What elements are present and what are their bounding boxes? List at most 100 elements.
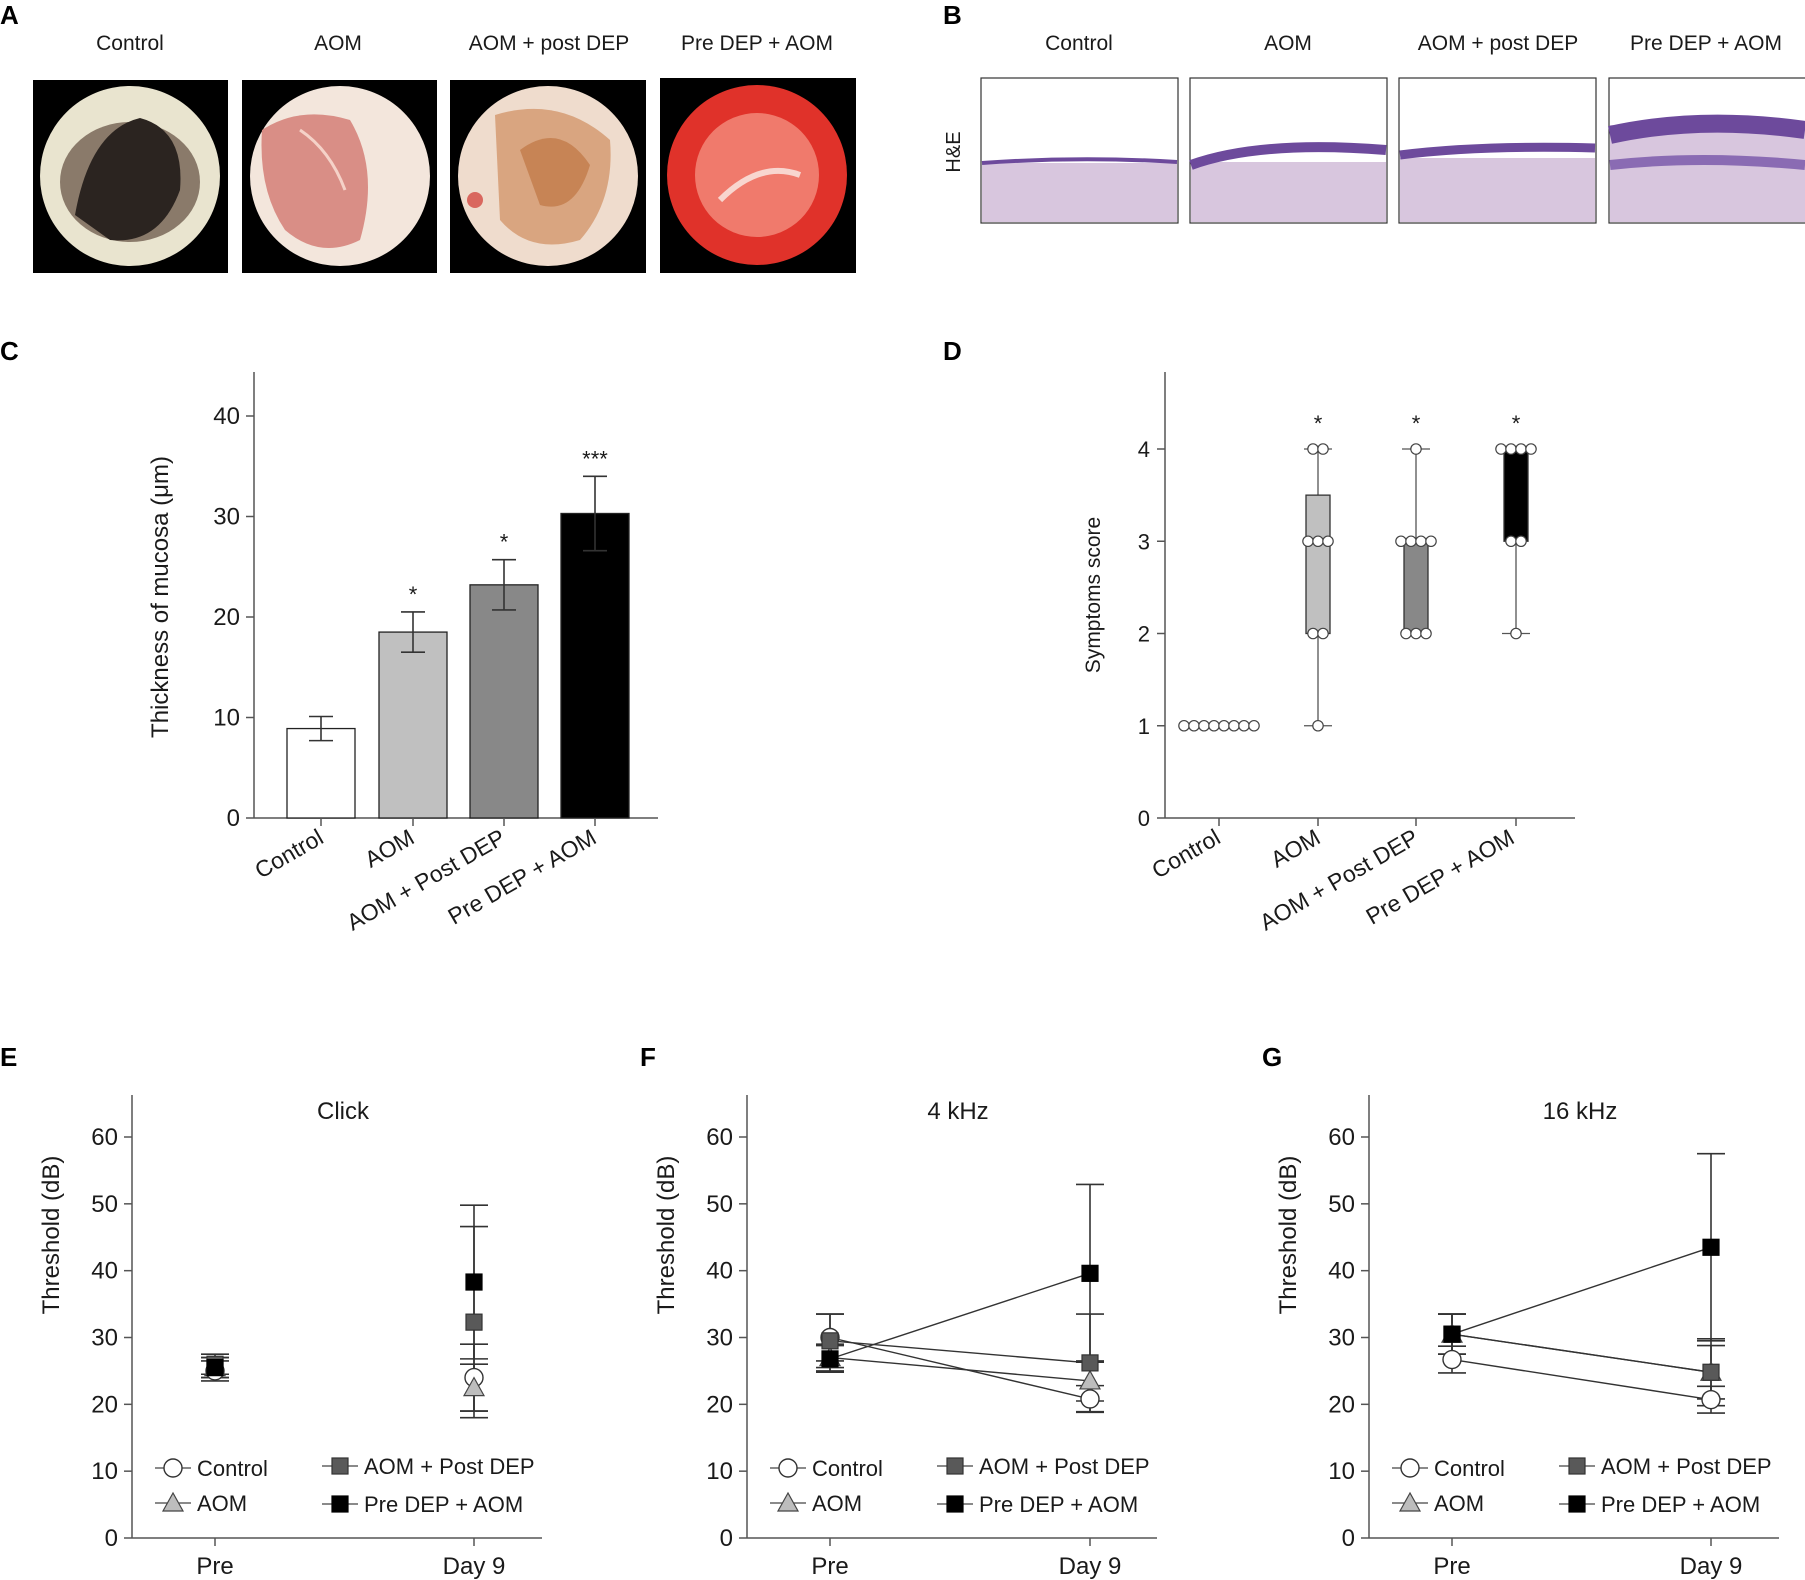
data-point-aom-post-dep	[1420, 627, 1432, 640]
chart-e-point-aom	[462, 1376, 486, 1397]
panel-label-c: C	[0, 336, 19, 366]
bar-aom-post-dep	[469, 584, 539, 819]
chart-e-legend: Control AOM AOM + Post DEP Pre DEP + AOM	[197, 1454, 535, 1517]
chart-e-point-pre-dep-aom	[465, 1273, 483, 1291]
significance-pre-dep-aom: *	[1512, 411, 1521, 436]
chart-d-xtick-control: Control	[1147, 824, 1224, 884]
chart-g-ytick-label: 40	[1328, 1258, 1355, 1285]
chart-f-point-aom	[1078, 1369, 1102, 1390]
chart-g-series-line-control	[1451, 1358, 1712, 1401]
chart-f-legend-marker-aom	[776, 1491, 800, 1512]
chart-e-ytick-label: 40	[91, 1258, 118, 1285]
panel-label-f: F	[640, 1042, 656, 1072]
chart-e-legend-pre-dep-aom: Pre DEP + AOM	[364, 1492, 523, 1517]
significance-pre-dep-aom: ***	[582, 446, 608, 471]
data-point-aom-post-dep	[1425, 535, 1437, 548]
chart-e-legend-marker-aom-post-dep	[331, 1457, 349, 1475]
chart-e-y-label: Threshold (dB)	[38, 1156, 65, 1315]
chart-f-series-line-pre-dep-aom	[829, 1272, 1091, 1360]
chart-g-series-line-pre-dep-aom	[1451, 1246, 1712, 1335]
chart-f-legend-pre-dep-aom: Pre DEP + AOM	[979, 1492, 1138, 1517]
panel-label-b: B	[943, 0, 962, 30]
chart-f-point-control	[1080, 1389, 1100, 1409]
panel-b-header-pre-dep-aom: Pre DEP + AOM	[1630, 32, 1782, 55]
chart-e-ytick-label: 60	[91, 1124, 118, 1151]
chart-d-ytick-label: 1	[1138, 714, 1150, 739]
stain-label: H&E	[943, 131, 965, 172]
chart-f-series-line-aom-post-dep	[829, 1340, 1091, 1364]
chart-f-point-pre-dep-aom	[821, 1350, 839, 1368]
histology-pre-dep-aom-image	[1608, 77, 1805, 224]
histology-aom-image	[1189, 77, 1388, 224]
chart-g-series-line-aom-post-dep	[1451, 1333, 1712, 1373]
chart-c-ytick-label: 30	[213, 504, 240, 531]
chart-e-legend-control: Control	[197, 1456, 268, 1481]
panel-b: Control AOM AOM + post DEP Pre DEP + AOM…	[943, 32, 1805, 224]
chart-g-legend-marker-pre-dep-aom	[1568, 1495, 1586, 1513]
chart-g-legend: Control AOM AOM + Post DEP Pre DEP + AOM	[1434, 1454, 1772, 1517]
chart-f-y-label: Threshold (dB)	[653, 1156, 680, 1315]
chart-d-xtick-aom-post-dep: AOM + Post DEP	[1255, 824, 1422, 936]
chart-f-series-line-aom	[829, 1356, 1091, 1382]
chart-e-xtick-pre: Pre	[196, 1553, 233, 1580]
chart-e-ytick-label: 50	[91, 1191, 118, 1218]
chart-g-legend-marker-aom	[1398, 1491, 1422, 1512]
data-point-pre-dep-aom	[1515, 443, 1527, 455]
chart-g-legend-aom-post-dep: AOM + Post DEP	[1601, 1454, 1772, 1479]
data-point-aom-post-dep	[1400, 627, 1412, 640]
bar-aom	[378, 631, 448, 819]
chart-f-legend-marker-aom-post-dep	[946, 1457, 964, 1475]
histology-control-image	[980, 77, 1179, 224]
chart-f-ytick-label: 30	[706, 1325, 733, 1352]
chart-g-legend-control: Control	[1434, 1456, 1505, 1481]
data-point-aom	[1307, 627, 1319, 640]
histology-aom-post-dep-image	[1398, 77, 1597, 224]
chart-d-y-label: Symptoms score	[1082, 517, 1105, 673]
chart-c-xtick-pre-dep-aom: Pre DEP + AOM	[443, 824, 600, 930]
data-point-aom-post-dep	[1395, 535, 1407, 548]
chart-f-legend: Control AOM AOM + Post DEP Pre DEP + AOM	[812, 1454, 1150, 1517]
chart-d-xtick-aom: AOM	[1266, 824, 1324, 873]
chart-g-point-control	[1442, 1349, 1462, 1370]
chart-g-point-aom-post-dep	[1702, 1363, 1720, 1381]
chart-f-point-aom-post-dep	[1081, 1354, 1099, 1372]
chart-e-point-aom-post-dep	[465, 1313, 483, 1331]
data-point-pre-dep-aom	[1510, 627, 1522, 640]
chart-c-ytick-label: 10	[213, 705, 240, 732]
chart-d-ytick-label: 2	[1138, 622, 1150, 647]
bar-control	[286, 727, 356, 819]
data-point-pre-dep-aom	[1505, 535, 1517, 548]
panel-b-header-aom-post-dep: AOM + post DEP	[1418, 32, 1578, 55]
chart-f-legend-aom-post-dep: AOM + Post DEP	[979, 1454, 1150, 1479]
chart-g-point-control	[1701, 1389, 1721, 1410]
data-point-aom	[1322, 535, 1334, 548]
data-point-aom	[1307, 443, 1319, 455]
data-point-aom-post-dep	[1410, 627, 1422, 640]
chart-f-point-aom-post-dep	[821, 1332, 839, 1350]
panel-a-header-control: Control	[96, 32, 164, 55]
chart-e-ytick-label: 20	[91, 1391, 118, 1418]
chart-g-ytick-label: 30	[1328, 1325, 1355, 1352]
chart-f-point-pre-dep-aom	[1081, 1264, 1099, 1282]
data-point-control	[1238, 719, 1250, 732]
chart-f-ytick-label: 10	[706, 1458, 733, 1485]
data-point-pre-dep-aom	[1515, 535, 1527, 548]
chart-f-title: 4 kHz	[927, 1098, 988, 1125]
data-point-control	[1248, 719, 1260, 732]
chart-g-xtick-pre: Pre	[1433, 1553, 1470, 1580]
panel-label-d: D	[943, 336, 962, 366]
chart-g-legend-marker-aom-post-dep	[1568, 1457, 1586, 1475]
chart-e-legend-aom-post-dep: AOM + Post DEP	[364, 1454, 535, 1479]
chart-f-series-line-control	[829, 1336, 1091, 1400]
chart-e-ytick-label: 0	[105, 1525, 118, 1552]
chart-g-point-pre-dep-aom	[1443, 1325, 1461, 1343]
panel-b-header-control: Control	[1045, 32, 1113, 55]
chart-f-xtick-day9: Day 9	[1059, 1553, 1122, 1580]
chart-c-y-label: Thickness of mucosa (μm)	[147, 456, 174, 738]
panel-label-g: G	[1262, 1042, 1282, 1072]
data-point-aom	[1317, 627, 1329, 640]
data-point-control	[1188, 719, 1200, 732]
chart-e-point-pre-dep-aom	[206, 1358, 224, 1377]
chart-d-symptoms-score: Symptoms score 0 1 2 3 4 * * * Control AOM AOM…	[1082, 372, 1575, 935]
